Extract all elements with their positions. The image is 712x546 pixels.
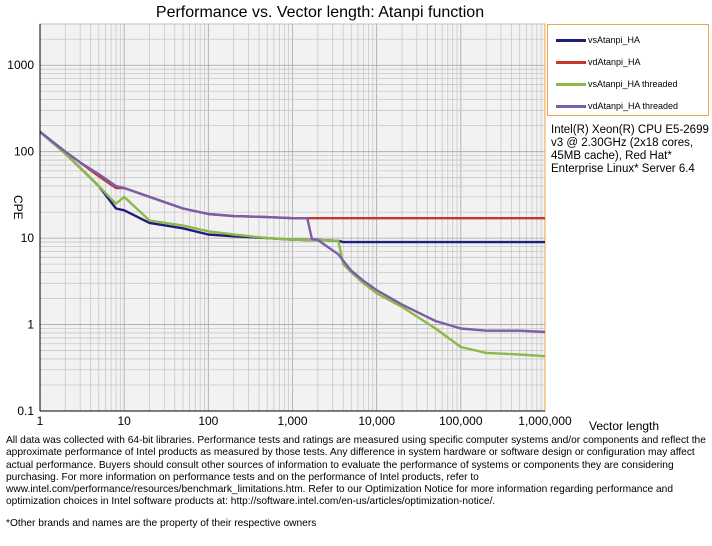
legend-item: vdAtanpi_HA threaded [556,99,678,113]
legend-label: vsAtanpi_HA [588,35,641,45]
series-line-vsAtanpi-HA-threaded [39,130,546,358]
series-line-vdAtanpi-HA-threaded [39,130,546,334]
legend-swatch [556,39,586,43]
legend-label: vdAtanpi_HA threaded [588,101,679,111]
tick-labels: 1 10 100 1,000 10,000 100,000 1,000,0000.11101… [7,58,572,428]
series-lines [39,130,546,358]
x-tick-label: 1,000 [277,414,307,428]
disclaimer-text: All data was collected with 64-bit libra… [6,435,706,508]
x-tick-label: 100 [198,414,218,428]
x-tick-label: 10,000 [358,414,395,428]
y-axis-label: CPE [11,195,25,220]
legend-item: vsAtanpi_HA [556,33,640,47]
x-tick-label: 10 [117,414,131,428]
legend-item: vsAtanpi_HA threaded [556,77,678,91]
legend-label: vsAtanpi_HA threaded [588,79,678,89]
x-axis-label: Vector length [589,419,659,433]
y-tick-label: 100 [14,145,34,159]
series-line-vdAtanpi-HA [39,130,545,220]
legend-label: vdAtanpi_HA [588,57,641,67]
y-tick-label: 0.1 [17,404,34,418]
x-tick-label: 100,000 [439,414,483,428]
y-tick-label: 1 [27,318,34,332]
x-tick-label: 1,000,000 [518,414,572,428]
y-tick-label: 1000 [7,58,34,72]
x-tick-label: 1 [37,414,44,428]
trademark-note: *Other brands and names are the property… [6,518,317,529]
system-info: Intel(R) Xeon(R) CPU E5-2699 v3 @ 2.30GH… [551,124,709,175]
axes [39,24,545,412]
legend-swatch [556,83,586,87]
y-tick-label: 10 [21,231,35,245]
legend-swatch [556,61,586,65]
legend: vsAtanpi_HA vdAtanpi_HA vsAtanpi_HA thre… [547,24,709,116]
legend-swatch [556,105,586,109]
chart-svg: 1 10 100 1,000 10,000 100,000 1,000,0000.11101… [7,23,659,433]
legend-item: vdAtanpi_HA [556,55,641,69]
chart-title: Performance vs. Vector length: Atanpi fu… [155,4,485,21]
